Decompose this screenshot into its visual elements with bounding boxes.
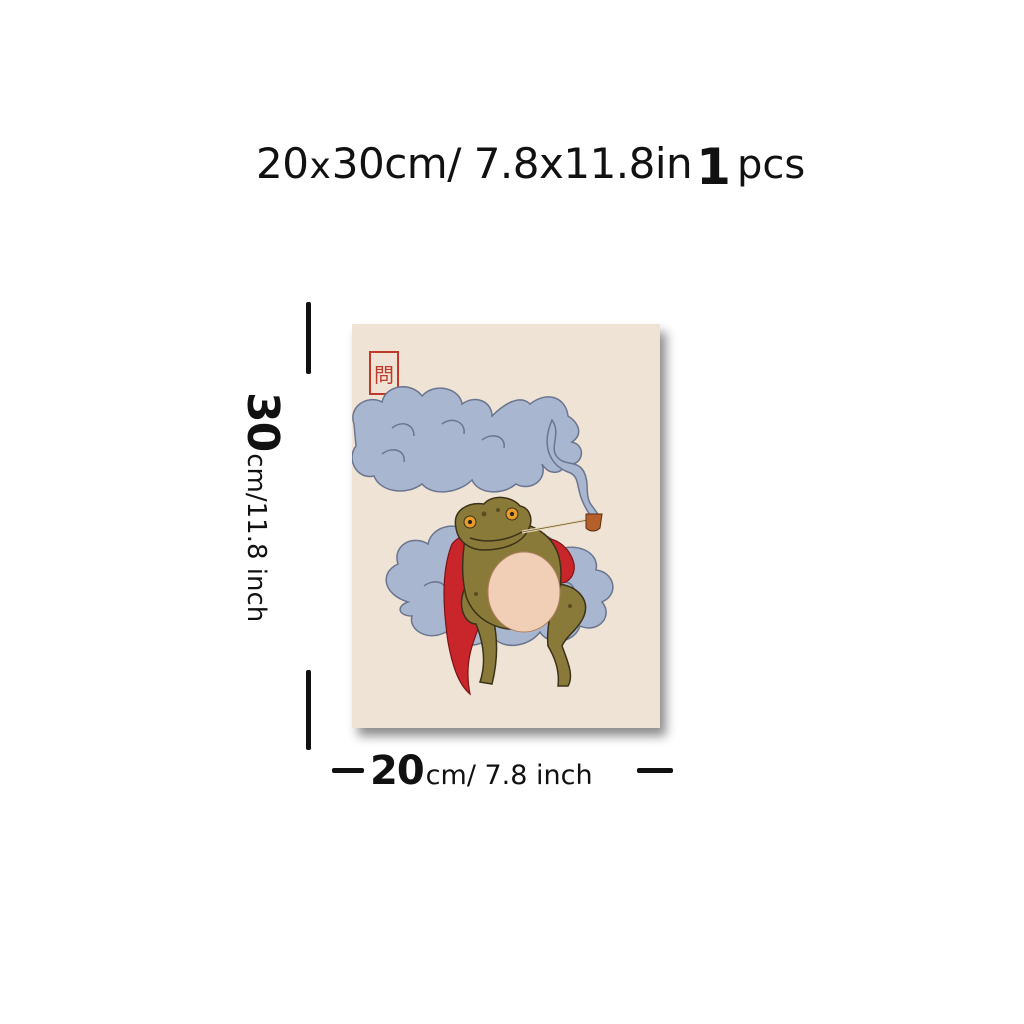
quantity-value: 1: [696, 138, 731, 196]
product-size-title: 20 x 30cm/ 7.8x11.8in 1 pcs: [256, 132, 805, 202]
size-separator: x: [309, 146, 331, 187]
quantity-unit: pcs: [736, 142, 806, 188]
svg-text:問: 問: [374, 363, 394, 387]
height-dimension-label: 30 cm/11.8 inch: [237, 392, 288, 622]
height-dimension-line-top: [306, 302, 311, 374]
size-width-value: 20: [256, 139, 309, 188]
frog-artwork: 問: [352, 351, 614, 696]
width-dimension-line-left: [332, 768, 364, 773]
seal-stamp-icon: 問: [369, 351, 399, 395]
width-value: 20: [370, 748, 425, 794]
height-unit: cm/11.8 inch: [241, 453, 271, 623]
height-value: 30: [237, 392, 288, 452]
size-dimensions-text: 30cm/ 7.8x11.8in: [331, 139, 693, 188]
canvas-print: 問: [352, 324, 660, 728]
height-dimension-line-bottom: [306, 670, 311, 750]
width-dimension-label: 20 cm/ 7.8 inch: [370, 748, 593, 794]
pipe-icon: [521, 513, 603, 534]
frog-icon: [454, 496, 587, 687]
width-unit: cm/ 7.8 inch: [425, 760, 593, 791]
width-dimension-line-right: [637, 768, 673, 773]
smoke-cloud-icon: [352, 386, 600, 523]
